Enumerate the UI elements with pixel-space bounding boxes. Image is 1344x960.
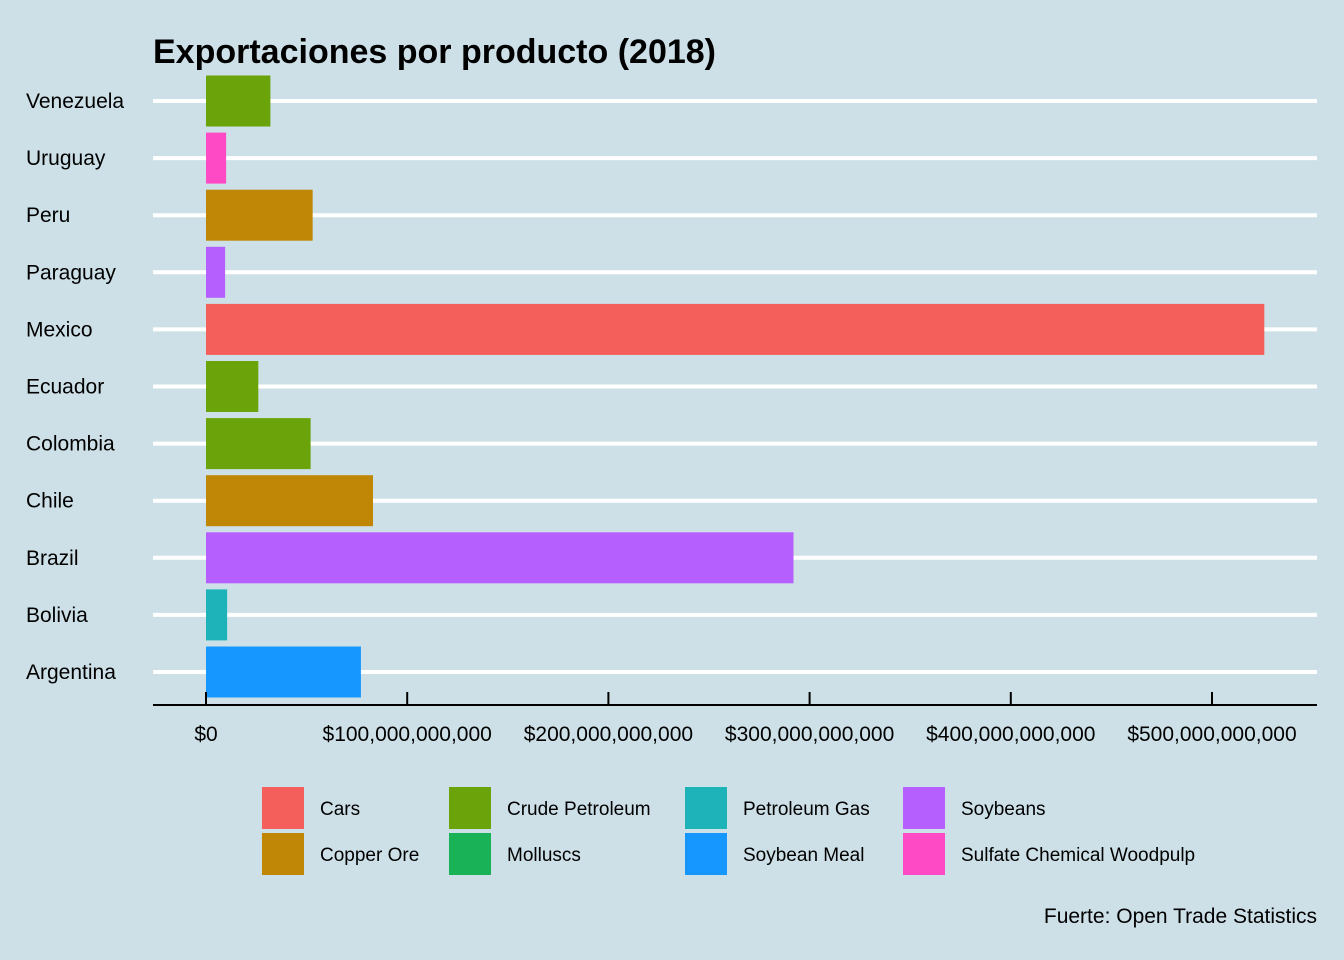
bar-brazil bbox=[206, 532, 794, 584]
category-label-ecuador: Ecuador bbox=[26, 376, 104, 399]
gridlines bbox=[153, 99, 1317, 674]
legend-label-molluscs: Molluscs bbox=[507, 845, 581, 866]
legend-label-copper-ore: Copper Ore bbox=[320, 845, 419, 866]
legend-label-soybeans: Soybeans bbox=[961, 799, 1046, 820]
category-label-venezuela: Venezuela bbox=[26, 90, 124, 113]
bar-venezuela bbox=[206, 75, 271, 127]
bar-argentina bbox=[206, 646, 361, 698]
category-label-chile: Chile bbox=[26, 490, 74, 513]
legend-swatch-soybeans bbox=[903, 787, 945, 829]
x-tick-label: $500,000,000,000 bbox=[1127, 723, 1296, 746]
category-label-argentina: Argentina bbox=[26, 661, 116, 684]
bar-ecuador bbox=[206, 361, 259, 412]
category-label-peru: Peru bbox=[26, 204, 70, 227]
chart-title: Exportaciones por producto (2018) bbox=[153, 33, 716, 71]
category-label-brazil: Brazil bbox=[26, 547, 79, 570]
legend-swatch-molluscs bbox=[449, 833, 491, 875]
legend-swatch-copper-ore bbox=[262, 833, 304, 875]
bar-peru bbox=[206, 189, 313, 241]
category-label-mexico: Mexico bbox=[26, 318, 93, 341]
legend-swatch-soybean-meal bbox=[685, 833, 727, 875]
legend-swatch-sulfate-chemical-woodpulp bbox=[903, 833, 945, 875]
bars bbox=[206, 75, 1265, 698]
legend-swatch-cars bbox=[262, 787, 304, 829]
legend-swatch-crude-petroleum bbox=[449, 787, 491, 829]
legend-label-petroleum-gas: Petroleum Gas bbox=[743, 799, 870, 820]
bar-paraguay bbox=[206, 246, 226, 298]
bar-colombia bbox=[206, 418, 311, 470]
bar-mexico bbox=[206, 303, 1265, 355]
bar-bolivia bbox=[206, 589, 228, 641]
legend-label-crude-petroleum: Crude Petroleum bbox=[507, 799, 651, 820]
category-label-paraguay: Paraguay bbox=[26, 261, 116, 284]
legend: Cars Copper Ore Crude Petroleum Molluscs Pet… bbox=[262, 787, 1195, 875]
x-tick-label: $400,000,000,000 bbox=[926, 723, 1095, 746]
x-tick-label: $100,000,000,000 bbox=[323, 723, 492, 746]
legend-label-soybean-meal: Soybean Meal bbox=[743, 845, 864, 866]
x-axis-ticks: $0 $100,000,000,000 $200,000,000,000 $300,0… bbox=[194, 692, 1297, 746]
bar-chile bbox=[206, 475, 373, 527]
legend-label-sulfate-chemical-woodpulp: Sulfate Chemical Woodpulp bbox=[961, 845, 1195, 866]
x-tick-label: $300,000,000,000 bbox=[725, 723, 894, 746]
category-label-bolivia: Bolivia bbox=[26, 604, 88, 627]
category-label-colombia: Colombia bbox=[26, 433, 115, 456]
chart-caption: Fuerte: Open Trade Statistics bbox=[1044, 905, 1317, 928]
x-tick-label: $0 bbox=[194, 723, 217, 746]
bar-uruguay bbox=[206, 132, 227, 184]
y-axis-labels: Venezuela Uruguay Peru Paraguay Mexico Ecuado… bbox=[26, 90, 124, 684]
legend-swatch-petroleum-gas bbox=[685, 787, 727, 829]
x-tick-label: $200,000,000,000 bbox=[524, 723, 693, 746]
legend-label-cars: Cars bbox=[320, 799, 360, 820]
category-label-uruguay: Uruguay bbox=[26, 147, 106, 170]
